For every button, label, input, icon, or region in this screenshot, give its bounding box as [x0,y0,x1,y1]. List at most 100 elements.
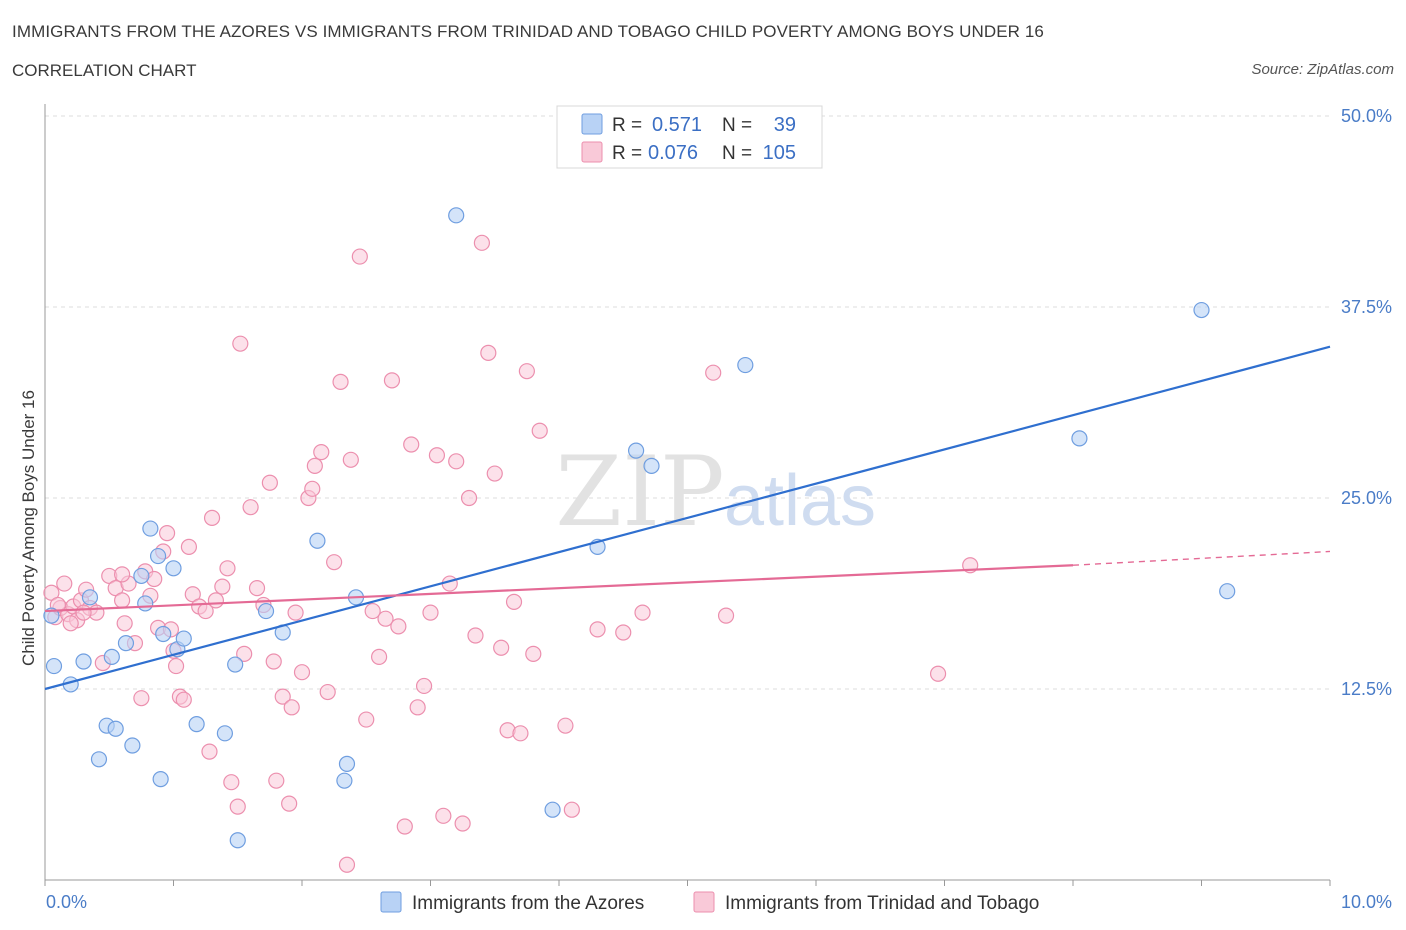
azores-point-30 [544,801,561,818]
bottom-legend-label-azores: Immigrants from the Azores [412,893,644,914]
y-tick-label-0: 12.5% [1341,679,1392,699]
trinidad-point-45 [265,653,282,670]
trinidad-point-94 [634,604,651,621]
trinidad-point-78 [460,489,478,507]
trinidad-trend-line [44,564,1074,613]
correlation-legend: R = 0.571 N = 39 R = 0.076 N = 105 [556,105,823,169]
trinidad-point-86 [512,725,529,742]
series-trinidad-points [43,234,979,873]
trinidad-point-50 [287,604,304,621]
trinidad-point-36 [219,560,236,577]
trinidad-point-53 [304,480,321,497]
trinidad-point-68 [396,818,413,835]
trinidad-point-17 [133,690,150,707]
bottom-legend-label-trinidad: Immigrants from Trinidad and Tobago [725,893,1039,914]
trinidad-point-32 [201,743,218,760]
trinidad-point-96 [717,607,735,624]
trinidad-point-62 [358,711,375,728]
azores-point-34 [737,356,754,374]
watermark: ZIP atlas [555,436,876,548]
trinidad-point-95 [705,364,722,381]
trinidad-point-28 [180,538,198,555]
azores-point-27 [336,772,353,789]
trinidad-point-88 [525,645,542,662]
trinidad-point-40 [236,645,253,662]
trinidad-point-74 [435,807,452,824]
bottom-legend-swatch-azores [380,891,402,913]
legend-r-value-trinidad: 0.076 [648,142,698,164]
trinidad-point-56 [319,683,336,701]
azores-point-10 [133,567,150,585]
trinidad-point-71 [415,677,433,695]
trinidad-point-57 [326,554,343,571]
trinidad-point-46 [268,772,285,789]
azores-point-19 [188,716,205,733]
trinidad-point-73 [428,447,446,464]
legend-swatch-trinidad [581,141,603,163]
azores-point-12 [142,520,159,537]
azores-point-32 [627,442,645,459]
x-tick-labels: 0.0% 10.0% [46,892,1392,912]
trinidad-point-37 [223,774,240,791]
azores-point-7 [107,720,124,737]
azores-point-25 [309,532,326,549]
azores-trend-line [44,345,1331,691]
legend-r-label-trinidad: R = [612,143,642,164]
trinidad-point-35 [214,578,231,595]
azores-point-23 [257,602,275,620]
trinidad-point-49 [283,699,300,716]
legend-n-label-trinidad: N = [722,143,752,164]
trend-lines [44,345,1331,691]
trinidad-point-97 [929,665,947,682]
trinidad-point-90 [557,717,574,734]
trinidad-point-89 [531,422,548,439]
trinidad-point-69 [403,436,420,453]
azores-point-0 [45,657,63,675]
azores-point-15 [155,625,172,643]
trinidad-point-42 [248,580,266,597]
trinidad-point-93 [615,624,632,641]
trinidad-point-27 [175,691,192,708]
trinidad-point-13 [113,592,131,609]
source-credit: Source: ZipAtlas.com [1251,61,1394,78]
legend-swatch-azores [581,113,603,135]
trinidad-point-61 [351,248,368,265]
azores-point-8 [117,635,135,652]
y-tick-label-2: 37.5% [1341,297,1392,317]
trinidad-point-54 [306,457,323,475]
bottom-legend-swatch-trinidad [693,891,715,913]
trinidad-point-63 [364,602,381,620]
trinidad-point-60 [342,451,359,468]
azores-point-16 [165,560,182,577]
azores-point-37 [1193,301,1210,319]
chart-subtitle: CORRELATION CHART [12,61,197,80]
trinidad-point-38 [229,798,246,815]
trinidad-point-51 [293,664,311,681]
y-tick-labels: 12.5% 25.0% 37.5% 50.0% [1341,106,1392,699]
azores-point-21 [227,656,244,673]
legend-r-label-azores: R = [612,115,642,136]
azores-point-14 [152,771,169,788]
y-tick-label-1: 25.0% [1341,488,1392,508]
legend-n-value-azores: 39 [774,114,796,136]
trinidad-point-104 [62,615,79,632]
chart-title: IMMIGRANTS FROM THE AZORES VS IMMIGRANTS… [12,22,1044,41]
x-tick-label-0: 0.0% [46,892,87,912]
trinidad-point-85 [505,593,523,611]
x-tick-label-1: 10.0% [1341,892,1392,912]
trinidad-trend-line-extension [1072,550,1331,566]
trinidad-point-92 [589,621,606,638]
trinidad-point-14 [116,615,133,632]
azores-point-9 [124,737,141,754]
azores-point-3 [81,589,99,606]
series-legend: Immigrants from the Azores Immigrants fr… [380,891,1039,914]
azores-point-33 [643,457,660,475]
y-axis-label: Child Poverty Among Boys Under 16 [19,390,38,666]
trinidad-point-25 [167,657,185,675]
trinidad-point-47 [274,688,291,705]
trinidad-point-59 [338,856,356,873]
trinidad-point-67 [390,618,407,635]
azores-point-4 [90,751,108,768]
trinidad-point-55 [313,444,330,461]
